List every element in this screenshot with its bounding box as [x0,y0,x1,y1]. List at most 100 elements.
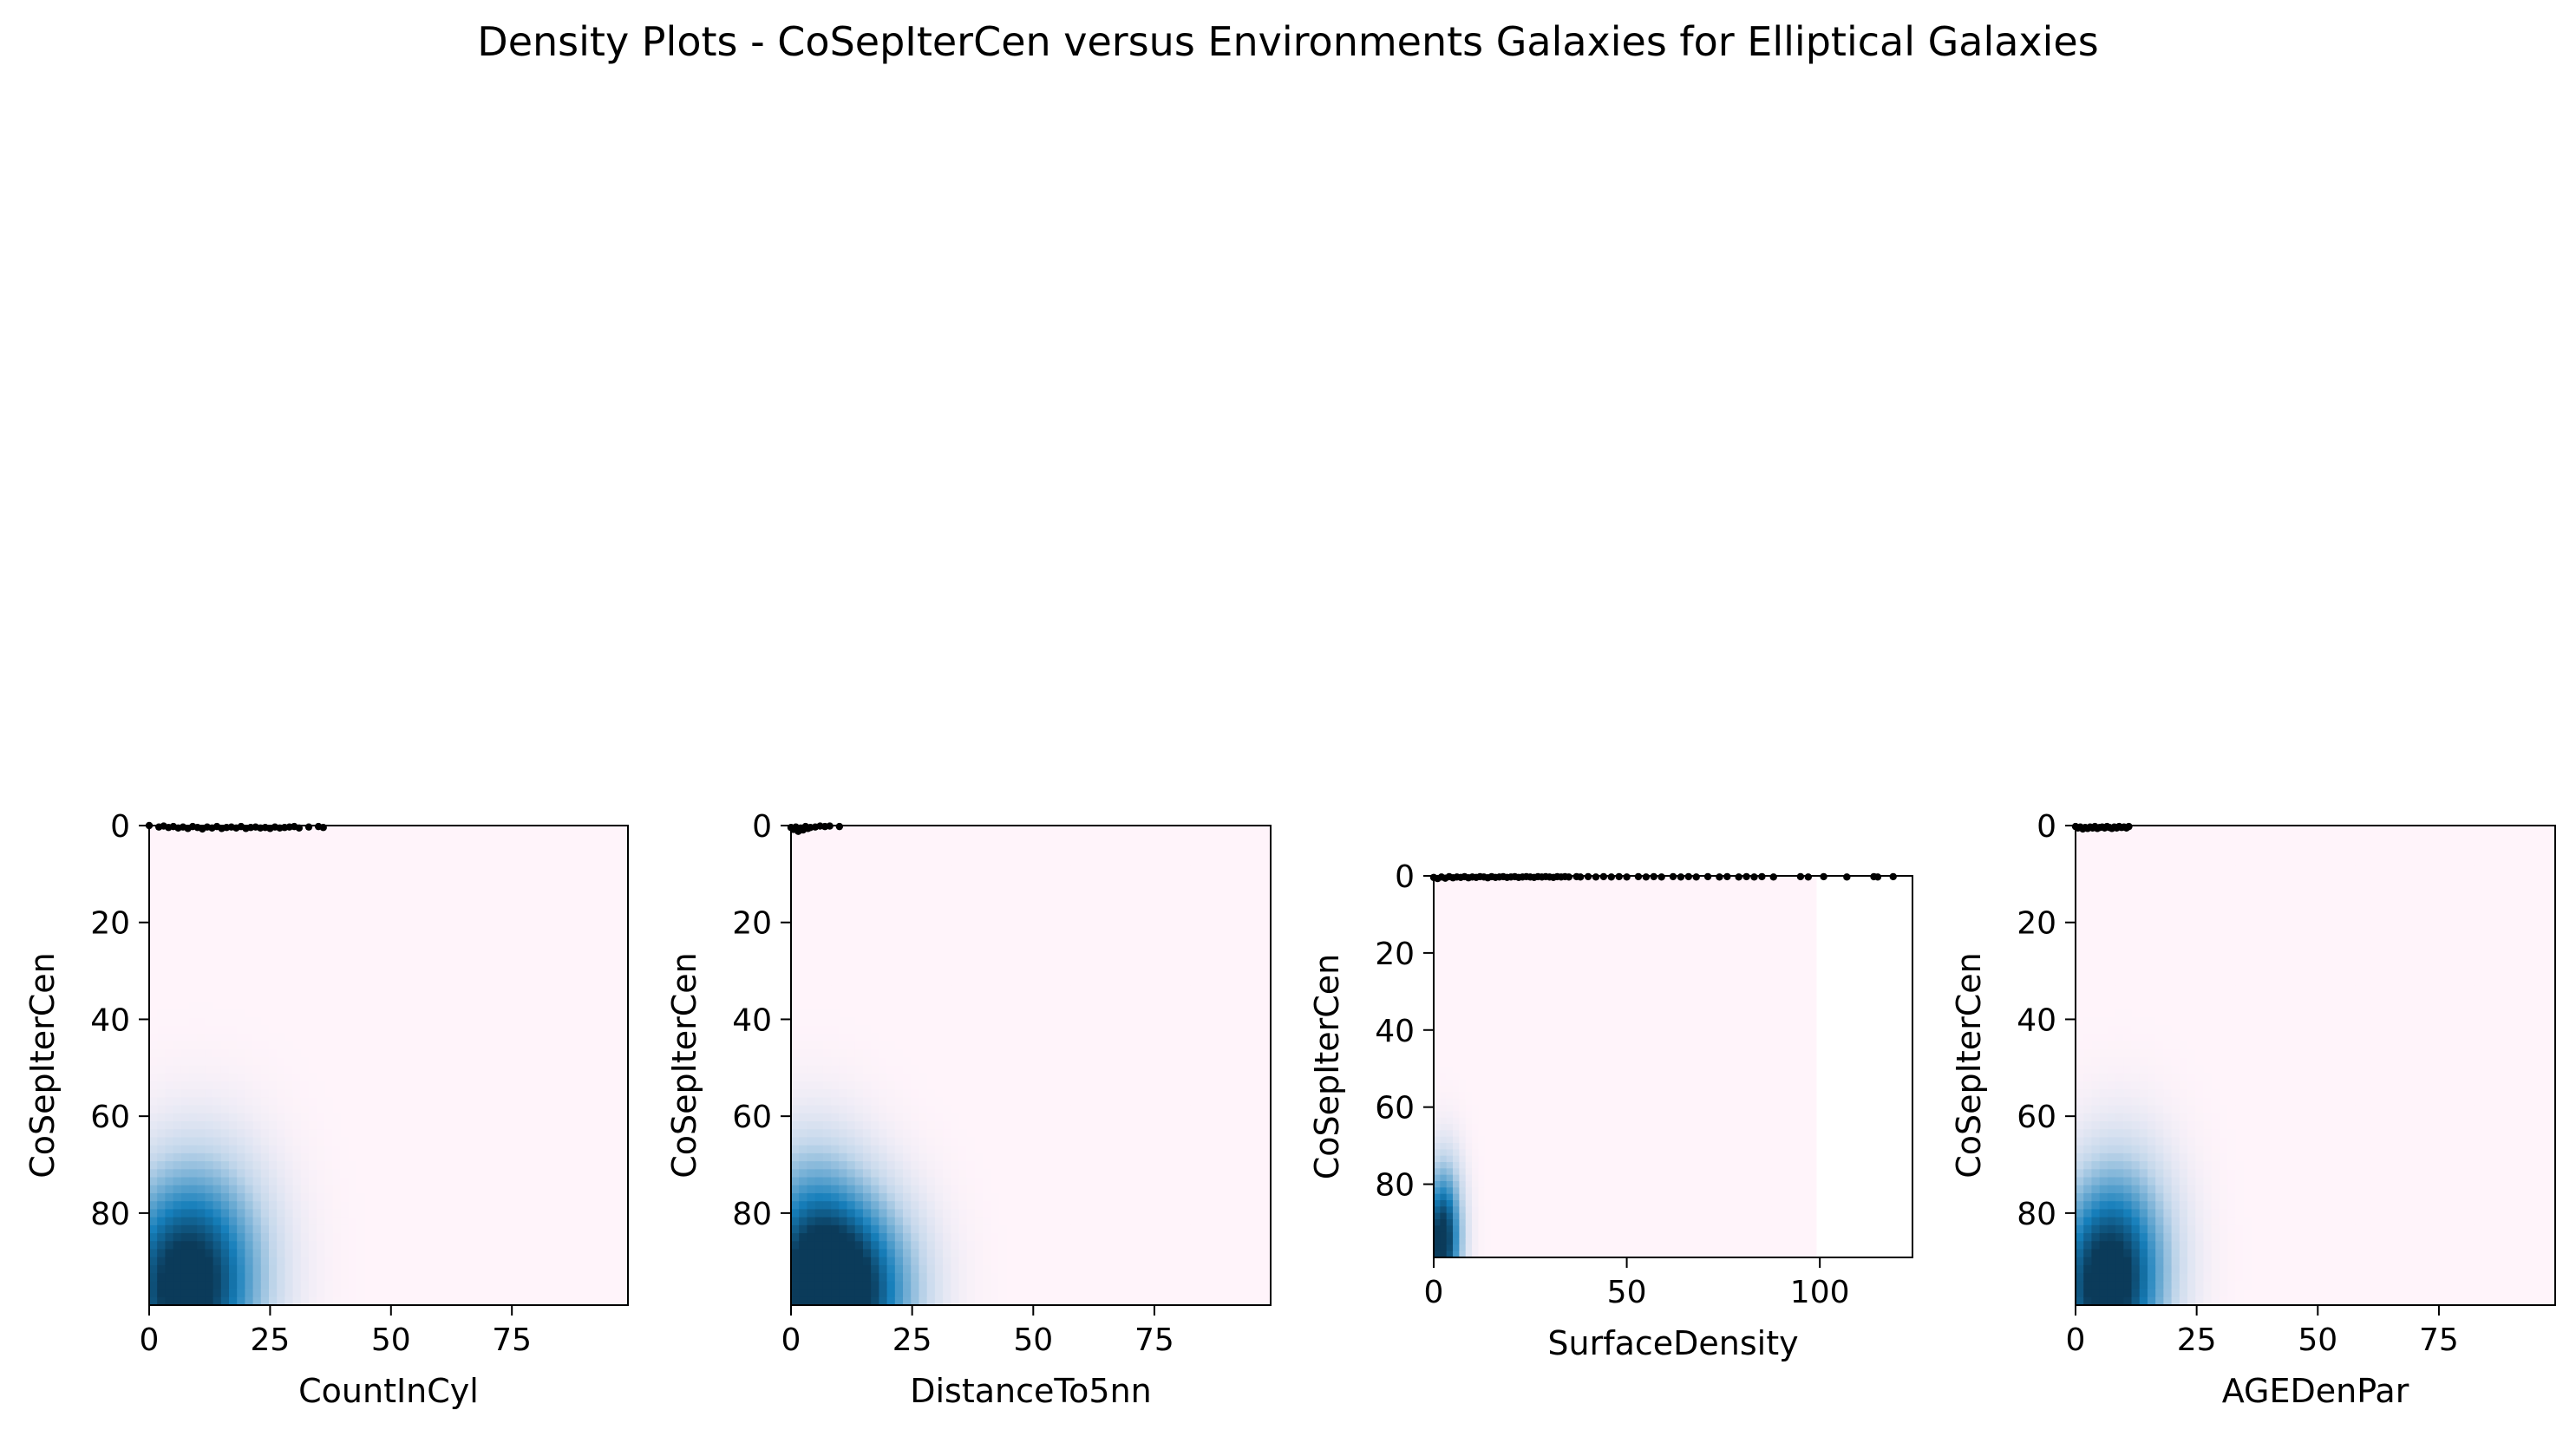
density-cell [157,833,167,843]
density-cell [934,929,944,938]
density-cell [564,1217,573,1226]
density-cell [791,1033,801,1042]
density-cell [165,1073,174,1082]
density-cell [847,841,856,851]
density-cell [919,1081,928,1090]
density-cell [396,1097,406,1107]
density-cell [173,1145,182,1154]
density-cell [245,1041,254,1050]
density-cell [862,833,872,843]
density-cell [862,961,872,970]
density-cell [934,961,944,970]
density-cell [564,1065,573,1074]
density-cell [516,1241,526,1250]
density-cell [165,1049,174,1059]
density-cell [349,1281,357,1290]
density-cell [919,826,928,835]
density-cell [854,1121,864,1131]
density-cell [539,1073,549,1082]
density-cell [611,1217,621,1226]
density-cell [180,913,190,923]
density-cell [372,1281,382,1290]
density-cell [943,897,952,906]
density-cell [807,905,816,915]
density-cell [564,1161,573,1171]
density-cell [926,977,936,987]
density-cell [260,1089,270,1099]
density-cell [189,849,198,859]
density-cell [396,1081,406,1090]
density-cell [894,1169,904,1179]
density-cell [356,1289,366,1298]
density-cell [862,1161,872,1171]
density-cell [604,857,613,866]
density-cell [229,1185,238,1194]
density-cell [548,1233,557,1243]
density-cell [220,1169,230,1179]
density-cell [588,1049,597,1059]
density-cell [340,1273,350,1283]
density-cell [220,833,230,843]
density-cell [372,826,382,835]
density-cell [611,826,621,835]
density-cell [572,1097,581,1107]
density-cell [500,873,509,883]
density-cell [332,945,342,955]
density-cell [919,945,928,955]
density-cell [822,937,832,947]
density-cell [452,905,461,915]
density-cell [149,969,158,978]
density-cell [220,1057,230,1067]
density-cell [524,993,533,1002]
density-cell [309,1289,317,1298]
density-cell [548,1209,557,1218]
density-cell [284,1281,294,1290]
density-cell [452,945,461,955]
density-cell [966,849,976,859]
density-cell [943,985,952,995]
density-cell [149,841,158,851]
density-cell [588,1017,597,1027]
density-cell [157,1296,167,1306]
density-cell [324,841,334,851]
density-cell [951,1192,960,1202]
density-cell [284,897,294,906]
density-cell [260,1217,270,1226]
density-cell [277,1121,286,1131]
density-cell [596,1137,605,1146]
density-cell [436,985,446,995]
density-cell [197,953,206,963]
density-cell [332,937,342,947]
density-cell [926,1041,936,1050]
density-cell [879,897,888,906]
density-cell [847,865,856,875]
density-cell [428,873,437,883]
density-cell [269,833,278,843]
density-cell [564,1025,573,1035]
density-cell [886,953,896,963]
density-cell [404,993,414,1002]
density-cell [372,961,382,970]
density-cell [229,961,238,970]
density-cell [349,929,357,938]
density-cell [919,889,928,898]
density-cell [548,1185,557,1194]
density-cell [149,1049,158,1059]
density-cell [966,953,976,963]
density-cell [428,1241,437,1250]
density-cell [839,1001,848,1010]
density-cell [380,1057,389,1067]
density-cell [260,985,270,995]
density-cell [468,1201,477,1211]
density-cell [237,921,246,930]
density-cell [588,1192,597,1202]
density-cell [791,1296,801,1306]
density-cell [508,1161,517,1171]
density-cell [245,1249,254,1258]
density-cell [556,1152,566,1162]
density-cell [372,969,382,978]
density-cell [468,1257,477,1266]
density-cell [492,1169,501,1179]
density-cell [205,1009,214,1018]
